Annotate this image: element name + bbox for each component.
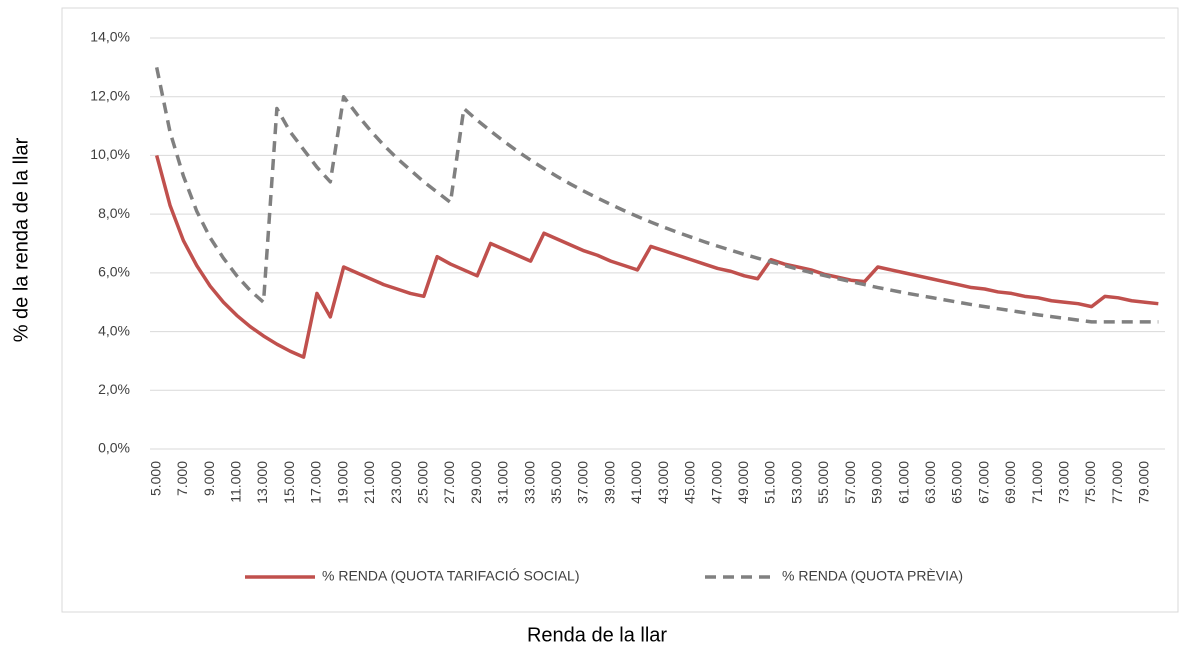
y-tick-label: 12,0% <box>90 87 130 103</box>
y-tick-label: 2,0% <box>98 381 130 397</box>
x-tick-label: 75.000 <box>1082 461 1098 504</box>
x-tick-label: 37.000 <box>575 461 591 504</box>
x-tick-label: 69.000 <box>1002 461 1018 504</box>
x-tick-label: 5.000 <box>147 461 163 496</box>
x-tick-label: 43.000 <box>655 461 671 504</box>
legend-label: % RENDA (QUOTA TARIFACIÓ SOCIAL) <box>322 568 580 584</box>
legend-label: % RENDA (QUOTA PRÈVIA) <box>782 568 963 584</box>
x-tick-label: 63.000 <box>922 461 938 504</box>
x-tick-label: 57.000 <box>842 461 858 504</box>
x-tick-label: 73.000 <box>1056 461 1072 504</box>
x-tick-label: 67.000 <box>975 461 991 504</box>
x-tick-label: 65.000 <box>949 461 965 504</box>
x-tick-label: 71.000 <box>1029 461 1045 504</box>
y-tick-label: 8,0% <box>98 205 130 221</box>
x-tick-label: 59.000 <box>869 461 885 504</box>
y-tick-label: 4,0% <box>98 322 130 338</box>
x-tick-label: 31.000 <box>495 461 511 504</box>
x-tick-label: 35.000 <box>548 461 564 504</box>
x-tick-label: 7.000 <box>174 461 190 496</box>
x-tick-label: 29.000 <box>468 461 484 504</box>
x-tick-label: 13.000 <box>254 461 270 504</box>
y-axis-title: % de la renda de la llar <box>10 137 32 342</box>
x-tick-label: 53.000 <box>788 461 804 504</box>
x-tick-label: 77.000 <box>1109 461 1125 504</box>
chart-frame <box>61 7 1179 613</box>
x-tick-label: 19.000 <box>334 461 350 504</box>
x-axis-title: Renda de la llar <box>527 624 667 646</box>
y-tick-label: 14,0% <box>90 29 130 45</box>
y-tick-label: 6,0% <box>98 264 130 280</box>
series-line <box>154 154 1159 359</box>
x-tick-label: 45.000 <box>682 461 698 504</box>
x-tick-label: 47.000 <box>708 461 724 504</box>
x-tick-label: 9.000 <box>201 461 217 496</box>
x-tick-label: 41.000 <box>628 461 644 504</box>
x-tick-label: 23.000 <box>388 461 404 504</box>
x-tick-label: 33.000 <box>521 461 537 504</box>
y-tick-label: 10,0% <box>90 146 130 162</box>
series-line <box>154 67 1159 324</box>
x-tick-label: 27.000 <box>441 461 457 504</box>
x-tick-label: 21.000 <box>361 461 377 504</box>
y-tick-label: 0,0% <box>98 440 130 456</box>
x-tick-label: 11.000 <box>228 461 244 503</box>
x-tick-label: 49.000 <box>735 461 751 504</box>
x-tick-label: 15.000 <box>281 461 297 504</box>
x-tick-label: 61.000 <box>895 461 911 504</box>
x-tick-label: 25.000 <box>414 461 430 504</box>
x-tick-label: 17.000 <box>308 461 324 504</box>
x-tick-label: 39.000 <box>601 461 617 504</box>
x-tick-label: 55.000 <box>815 461 831 504</box>
x-tick-label: 51.000 <box>762 461 778 504</box>
x-tick-label: 79.000 <box>1136 461 1152 504</box>
